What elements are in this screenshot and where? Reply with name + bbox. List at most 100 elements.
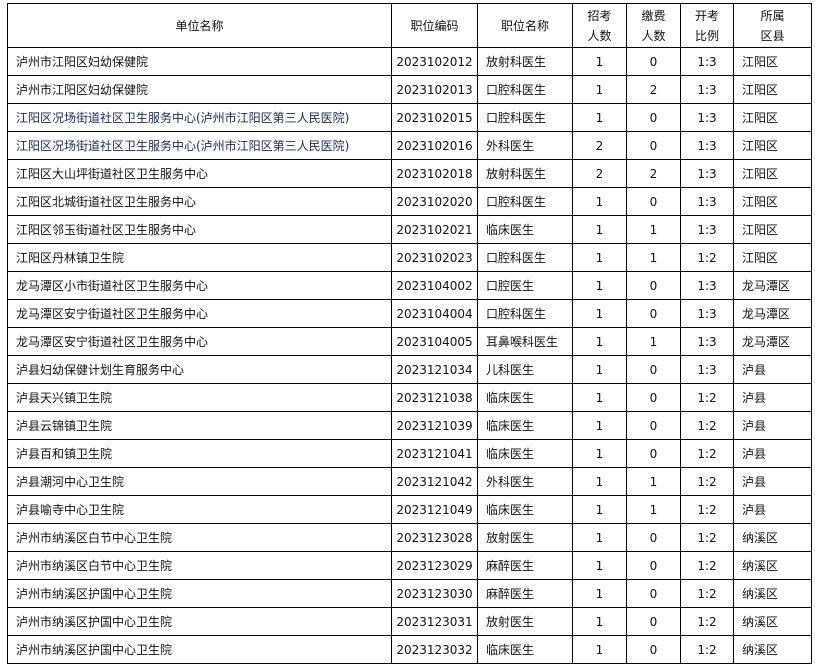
cell-exam-ratio: 1:3 <box>680 47 734 76</box>
cell-position-code: 2023123031 <box>391 607 478 636</box>
cell-district: 江阳区 <box>733 103 812 132</box>
cell-exam-ratio: 1:2 <box>680 635 734 664</box>
cell-unit-name: 江阳区大山坪街道社区卫生服务中心 <box>7 159 392 188</box>
cell-position-name: 耳鼻喉科医生 <box>477 327 573 356</box>
cell-position-name: 外科医生 <box>477 131 573 160</box>
header-text: 开考 <box>694 8 719 23</box>
header-text: 缴费 <box>641 8 666 23</box>
header-text: 区县 <box>760 28 785 43</box>
cell-position-name: 临床医生 <box>477 411 573 440</box>
table-row: 泸县百和镇卫生院 2023121041 临床医生 1 0 1:2 泸县 <box>7 439 812 468</box>
cell-unit-name: 泸州市纳溪区护国中心卫生院 <box>7 579 392 608</box>
table-row: 泸县喻寺中心卫生院 2023121049 临床医生 1 1 1:2 泸县 <box>7 495 812 524</box>
cell-recruit-count: 1 <box>572 243 627 272</box>
header-paid-count: 缴费 人数 <box>626 3 681 48</box>
cell-recruit-count: 1 <box>572 187 627 216</box>
cell-district: 江阳区 <box>733 75 812 104</box>
cell-position-code: 2023123029 <box>391 551 478 580</box>
header-district: 所属 区县 <box>733 3 812 48</box>
cell-paid-count: 0 <box>626 383 681 412</box>
cell-unit-name: 泸县喻寺中心卫生院 <box>7 495 392 524</box>
cell-exam-ratio: 1:2 <box>680 383 734 412</box>
table-row: 泸州市纳溪区护国中心卫生院 2023123031 放射医生 1 0 1:2 纳溪区 <box>7 607 812 636</box>
cell-district: 江阳区 <box>733 215 812 244</box>
cell-paid-count: 0 <box>626 439 681 468</box>
cell-recruit-count: 1 <box>572 467 627 496</box>
cell-paid-count: 0 <box>626 579 681 608</box>
cell-position-name: 麻醉医生 <box>477 579 573 608</box>
header-exam-ratio: 开考 比例 <box>680 3 734 48</box>
cell-recruit-count: 1 <box>572 551 627 580</box>
cell-position-code: 2023104005 <box>391 327 478 356</box>
cell-position-name: 临床医生 <box>477 383 573 412</box>
cell-paid-count: 0 <box>626 187 681 216</box>
cell-unit-name: 泸县妇幼保健计划生育服务中心 <box>7 355 392 384</box>
cell-position-name: 临床医生 <box>477 215 573 244</box>
cell-position-name: 口腔科医生 <box>477 299 573 328</box>
cell-unit-name: 泸县天兴镇卫生院 <box>7 383 392 412</box>
cell-position-code: 2023123028 <box>391 523 478 552</box>
cell-position-code: 2023104002 <box>391 271 478 300</box>
cell-position-name: 口腔科医生 <box>477 187 573 216</box>
table-row: 泸州市纳溪区护国中心卫生院 2023123032 临床医生 1 0 1:2 纳溪区 <box>7 635 812 664</box>
header-text: 单位名称 <box>175 18 224 33</box>
cell-position-code: 2023121049 <box>391 495 478 524</box>
cell-position-code: 2023121041 <box>391 439 478 468</box>
cell-unit-name: 泸州市纳溪区白节中心卫生院 <box>7 551 392 580</box>
cell-position-name: 口腔科医生 <box>477 75 573 104</box>
cell-exam-ratio: 1:3 <box>680 103 734 132</box>
cell-recruit-count: 1 <box>572 411 627 440</box>
cell-district: 纳溪区 <box>733 579 812 608</box>
cell-exam-ratio: 1:3 <box>680 187 734 216</box>
header-position-name: 职位名称 <box>477 3 573 48</box>
cell-district: 纳溪区 <box>733 551 812 580</box>
table-row: 江阳区邻玉街道社区卫生服务中心 2023102021 临床医生 1 1 1:3 江阳区 <box>7 215 812 244</box>
header-unit-name: 单位名称 <box>7 3 392 48</box>
cell-unit-name: 泸州市纳溪区护国中心卫生院 <box>7 607 392 636</box>
cell-unit-name: 泸州市江阳区妇幼保健院 <box>7 47 392 76</box>
cell-exam-ratio: 1:2 <box>680 551 734 580</box>
cell-position-name: 放射科医生 <box>477 47 573 76</box>
table-row: 泸州市纳溪区护国中心卫生院 2023123030 麻醉医生 1 0 1:2 纳溪区 <box>7 579 812 608</box>
cell-paid-count: 0 <box>626 299 681 328</box>
header-recruit-count: 招考 人数 <box>572 3 627 48</box>
cell-unit-name: 泸县百和镇卫生院 <box>7 439 392 468</box>
cell-district: 泸县 <box>733 411 812 440</box>
cell-district: 泸县 <box>733 495 812 524</box>
cell-district: 泸县 <box>733 467 812 496</box>
cell-district: 江阳区 <box>733 47 812 76</box>
cell-recruit-count: 1 <box>572 523 627 552</box>
cell-position-code: 2023102020 <box>391 187 478 216</box>
cell-paid-count: 0 <box>626 551 681 580</box>
cell-position-code: 2023102023 <box>391 243 478 272</box>
cell-position-code: 2023102018 <box>391 159 478 188</box>
cell-exam-ratio: 1:3 <box>680 271 734 300</box>
cell-paid-count: 1 <box>626 467 681 496</box>
cell-position-code: 2023123032 <box>391 635 478 664</box>
cell-unit-name: 江阳区北城街道社区卫生服务中心 <box>7 187 392 216</box>
table-row: 泸州市江阳区妇幼保健院 2023102013 口腔科医生 1 2 1:3 江阳区 <box>7 75 812 104</box>
table-row: 泸县妇幼保健计划生育服务中心 2023121034 儿科医生 1 0 1:3 泸县 <box>7 355 812 384</box>
cell-position-code: 2023104004 <box>391 299 478 328</box>
cell-position-code: 2023121042 <box>391 467 478 496</box>
cell-district: 江阳区 <box>733 131 812 160</box>
cell-position-name: 临床医生 <box>477 635 573 664</box>
table-row: 泸州市江阳区妇幼保健院 2023102012 放射科医生 1 0 1:3 江阳区 <box>7 47 812 76</box>
table-row: 江阳区况场街道社区卫生服务中心(泸州市江阳区第三人民医院) 2023102016 外… <box>7 131 812 160</box>
cell-position-name: 临床医生 <box>477 439 573 468</box>
cell-position-name: 放射医生 <box>477 523 573 552</box>
cell-unit-name: 泸州市江阳区妇幼保健院 <box>7 75 392 104</box>
cell-position-code: 2023102015 <box>391 103 478 132</box>
cell-exam-ratio: 1:2 <box>680 439 734 468</box>
cell-recruit-count: 2 <box>572 159 627 188</box>
cell-recruit-count: 1 <box>572 215 627 244</box>
cell-exam-ratio: 1:2 <box>680 579 734 608</box>
cell-exam-ratio: 1:2 <box>680 467 734 496</box>
header-text: 人数 <box>641 28 666 43</box>
cell-recruit-count: 1 <box>572 635 627 664</box>
cell-paid-count: 0 <box>626 131 681 160</box>
cell-unit-name: 龙马潭区小市街道社区卫生服务中心 <box>7 271 392 300</box>
cell-recruit-count: 1 <box>572 495 627 524</box>
cell-recruit-count: 1 <box>572 75 627 104</box>
cell-unit-name: 龙马潭区安宁街道社区卫生服务中心 <box>7 299 392 328</box>
